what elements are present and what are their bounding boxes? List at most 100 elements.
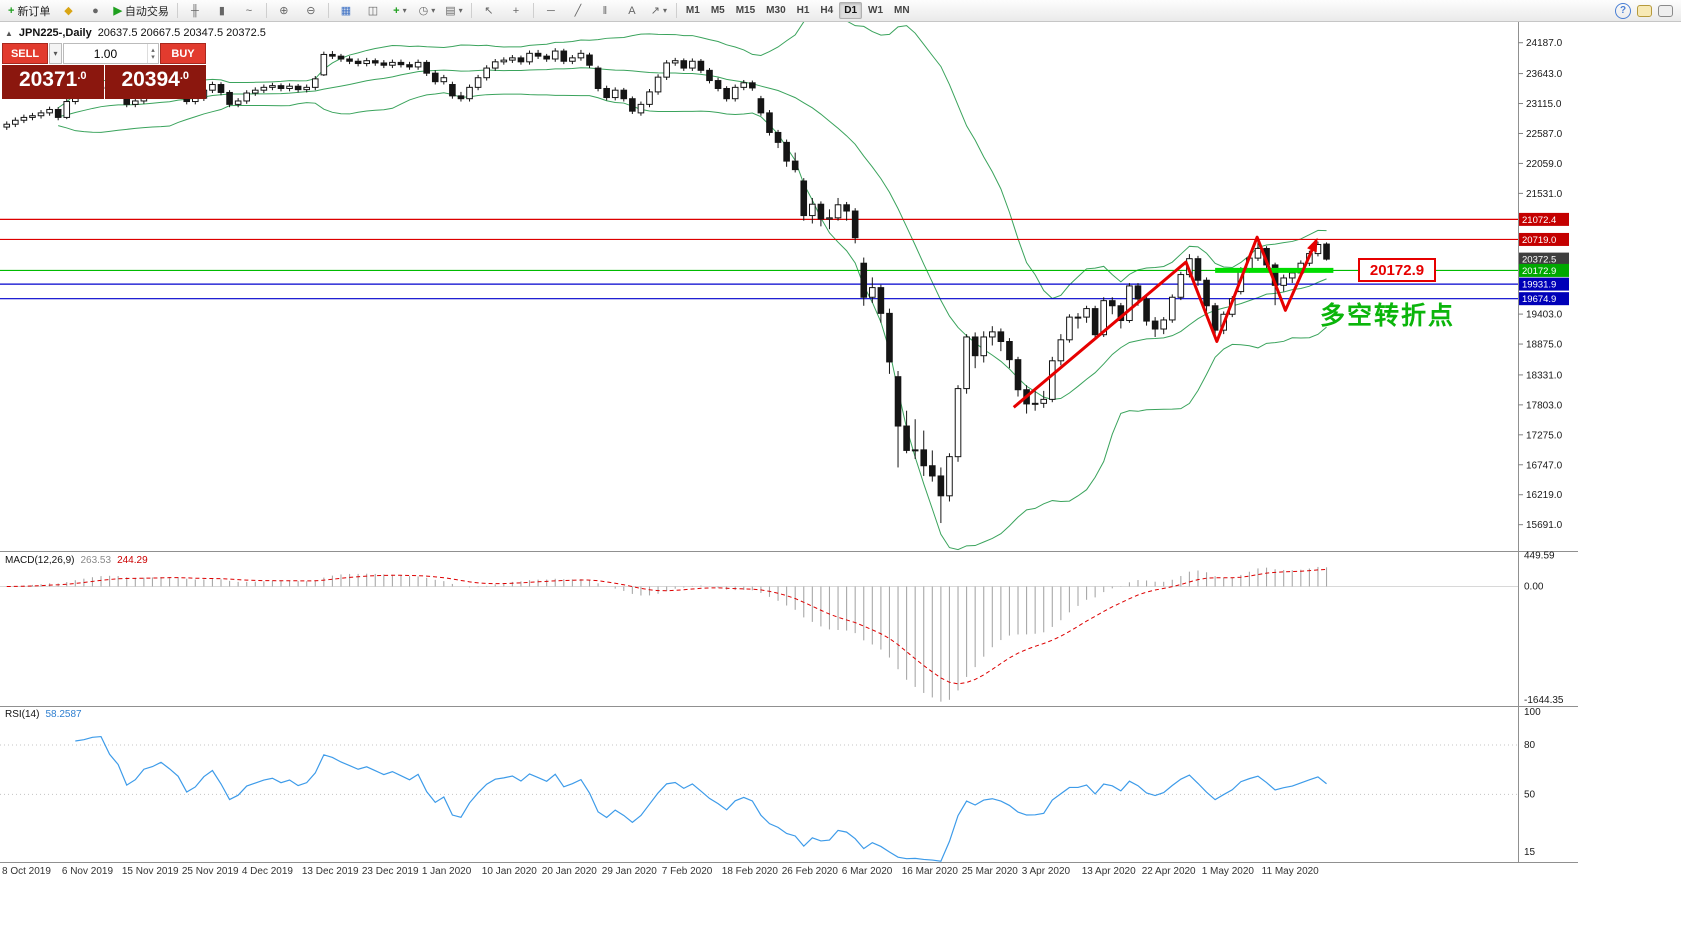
timeframe-button-w1[interactable]: W1 <box>868 5 884 16</box>
line-chart-icon: ~ <box>245 4 253 17</box>
volume-down-icon[interactable]: ▾ <box>151 53 155 61</box>
timeframe-button-h4[interactable]: H4 <box>820 5 834 16</box>
new-chart-button[interactable]: + ▾ <box>387 1 413 21</box>
rsi-value: 58.2587 <box>45 709 82 720</box>
candle <box>1254 247 1262 259</box>
candle <box>920 449 928 467</box>
line-chart-button[interactable]: ~ <box>236 1 262 21</box>
cursor-button[interactable]: ↖ <box>476 1 502 21</box>
candle <box>3 123 11 128</box>
candle <box>311 78 319 88</box>
candle <box>869 287 876 298</box>
timeframe-button-d1[interactable]: D1 <box>839 2 863 19</box>
candle <box>646 91 653 105</box>
candle <box>474 77 482 88</box>
channel-button[interactable]: ‖ <box>592 1 618 21</box>
candle <box>946 456 953 497</box>
mql5-icon: ◆ <box>64 5 73 17</box>
trendline-button[interactable]: ╱ <box>565 1 591 21</box>
macd-signal-value: 244.29 <box>117 555 148 566</box>
arrow-tool-button[interactable]: ↗ ▾ <box>646 1 672 21</box>
price-tick-label: 23115.0 <box>1526 99 1562 110</box>
new-order-button[interactable]: + 新订单 <box>4 1 54 21</box>
trade-widget-prices: 20371 .0 20394 .0 <box>2 65 206 99</box>
sell-button[interactable]: SELL <box>2 43 48 64</box>
crosshair-button[interactable]: + <box>503 1 529 21</box>
period-button[interactable]: ◷ ▾ <box>414 1 440 21</box>
candle <box>783 141 790 162</box>
one-click-collapse-icon[interactable]: ▲ <box>5 28 13 38</box>
macd-axis-label: -1644.35 <box>1524 695 1564 706</box>
timeframe-button-m5[interactable]: M5 <box>710 5 725 16</box>
chart-header: ▲ JPN225-,Daily 20637.5 20667.5 20347.5 … <box>5 27 266 39</box>
turning-point-annotation[interactable]: 多空转折点 <box>1320 302 1456 330</box>
chat-icon[interactable] <box>1658 4 1673 17</box>
candle <box>1083 308 1090 318</box>
sell-price-panel[interactable]: 20371 .0 <box>2 65 104 99</box>
candle <box>1177 274 1185 298</box>
candle <box>1134 285 1142 300</box>
candle <box>371 60 379 64</box>
bar-chart-icon: ╫ <box>191 4 199 17</box>
candle <box>12 119 19 125</box>
candle <box>929 465 936 477</box>
candle <box>877 287 885 314</box>
timeframe-button-m15[interactable]: M15 <box>735 5 756 16</box>
buy-button[interactable]: BUY <box>160 43 206 64</box>
date-label: 26 Feb 2020 <box>782 866 839 877</box>
candle <box>620 89 628 100</box>
date-label: 22 Apr 2020 <box>1142 866 1196 877</box>
trade-menu-dropdown[interactable]: ▾ <box>49 43 62 64</box>
zoom-in-button[interactable]: ⊕ <box>271 1 297 21</box>
price-callout[interactable]: 20172.9 <box>1358 258 1436 283</box>
price-tick-label: 16747.0 <box>1526 460 1563 471</box>
horizontal-line-icon: ─ <box>547 4 555 17</box>
price-axis[interactable]: 24187.0 23643.0 23115.0 22587.0 22059.0 21531… <box>1518 38 1569 531</box>
text-tool-button[interactable]: A <box>619 1 645 21</box>
candle <box>363 60 370 65</box>
date-label: 6 Mar 2020 <box>842 866 893 877</box>
candle <box>1031 402 1039 405</box>
candle <box>63 101 71 118</box>
timeframe-button-h1[interactable]: H1 <box>796 5 810 16</box>
chat-icon[interactable] <box>1637 4 1652 17</box>
horizontal-line-button[interactable]: ─ <box>538 1 564 21</box>
timeframe-button-m1[interactable]: M1 <box>685 5 700 16</box>
price-tick-label: 18875.0 <box>1526 340 1563 351</box>
candle-chart-button[interactable]: ▮ <box>209 1 235 21</box>
indicators-button[interactable]: ▦ <box>333 1 359 21</box>
volume-input[interactable] <box>64 44 147 63</box>
date-label: 3 Apr 2020 <box>1022 866 1071 877</box>
candle <box>132 100 139 105</box>
zoom-out-button[interactable]: ⊖ <box>298 1 324 21</box>
candle <box>749 82 756 89</box>
candle <box>903 425 910 451</box>
price-tick-label: 17803.0 <box>1526 400 1563 411</box>
candle <box>466 86 473 100</box>
price-level-badge <box>1519 277 1569 291</box>
candle <box>37 112 45 117</box>
timeframe-button-mn[interactable]: MN <box>894 5 910 16</box>
candle <box>680 60 688 69</box>
candle <box>277 85 285 89</box>
price-tick-label: 17275.0 <box>1526 430 1563 441</box>
price-tick-label: 22059.0 <box>1526 159 1563 170</box>
candle <box>1168 296 1176 321</box>
rsi-axis-label: 100 <box>1524 707 1541 718</box>
mql5-button[interactable]: ◆ <box>55 1 81 21</box>
tile-windows-button[interactable]: ◫ <box>360 1 386 21</box>
text-tool-icon: A <box>628 4 636 17</box>
date-axis[interactable]: 8 Oct 2019 6 Nov 2019 15 Nov 2019 25 Nov 20… <box>2 866 1319 877</box>
rsi-axis-label: 50 <box>1524 789 1536 800</box>
volume-up-icon[interactable]: ▴ <box>151 46 155 54</box>
templates-button[interactable]: ▤ ▾ <box>441 1 467 21</box>
candle <box>663 62 670 78</box>
user-button[interactable]: ● <box>82 1 108 21</box>
bar-chart-button[interactable]: ╫ <box>182 1 208 21</box>
timeframe-button-m30[interactable]: M30 <box>766 5 786 16</box>
buy-price-panel[interactable]: 20394 .0 <box>104 65 206 99</box>
autotrade-button[interactable]: ▶ 自动交易 <box>109 1 172 21</box>
candle <box>594 67 602 89</box>
help-button[interactable]: ? <box>1615 2 1631 19</box>
